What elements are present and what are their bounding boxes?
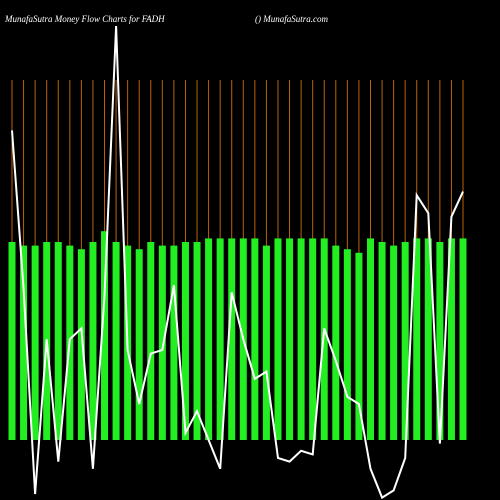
- bar: [436, 242, 444, 440]
- bar: [228, 238, 236, 440]
- bar: [193, 242, 201, 440]
- bar: [8, 242, 16, 440]
- bar: [366, 238, 374, 440]
- bar: [355, 252, 363, 440]
- bar: [181, 242, 189, 440]
- bar: [424, 238, 432, 440]
- bar: [459, 238, 467, 440]
- bar: [447, 238, 455, 440]
- bar: [297, 238, 305, 440]
- bar: [170, 245, 178, 440]
- bar: [286, 238, 294, 440]
- bar: [251, 238, 259, 440]
- bar: [332, 245, 340, 440]
- bar: [54, 242, 62, 440]
- bar: [112, 242, 120, 440]
- bar: [274, 238, 282, 440]
- bar: [31, 245, 39, 440]
- bar: [378, 242, 386, 440]
- line: [11, 25, 464, 500]
- bar: [101, 231, 109, 440]
- bar: [216, 238, 224, 440]
- lines: [11, 25, 464, 500]
- bar: [135, 249, 143, 440]
- bar: [390, 245, 398, 440]
- bar: [77, 249, 85, 440]
- bar: [320, 238, 328, 440]
- bar: [89, 242, 97, 440]
- bar: [20, 245, 28, 440]
- chart-title: MunafaSutra Money Flow Charts for FADH: [4, 14, 165, 24]
- bar: [413, 238, 421, 440]
- bar: [401, 242, 409, 440]
- bar: [147, 242, 155, 440]
- bar: [205, 238, 213, 440]
- bar: [343, 249, 351, 440]
- bar: [309, 238, 317, 440]
- bar: [262, 245, 270, 440]
- chart-subtitle: () MunafaSutra.com: [255, 14, 328, 24]
- bar: [158, 245, 166, 440]
